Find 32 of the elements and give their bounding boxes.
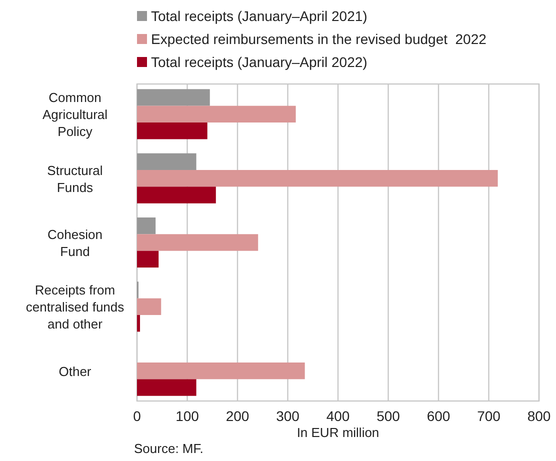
bar <box>137 170 498 187</box>
x-tick-label: 300 <box>276 408 300 424</box>
y-tick-label: Structural Funds <box>47 162 103 195</box>
x-tick-label: 500 <box>376 408 400 424</box>
bar <box>137 379 196 396</box>
x-axis-title: In EUR million <box>296 425 380 440</box>
bar <box>137 106 296 122</box>
x-tick-label: 400 <box>326 408 350 424</box>
bar <box>137 234 258 251</box>
x-tick-label: 700 <box>477 408 501 424</box>
x-tick-label: 200 <box>226 408 250 424</box>
bar <box>137 153 196 170</box>
legend-label: Total receipts (January–April 2021) <box>151 8 368 24</box>
y-tick-label: Receipts from centralised funds and other <box>26 282 125 332</box>
legend-label: Expected reimbursements in the revised budget 2022 <box>151 31 487 47</box>
bar <box>137 186 216 204</box>
y-tick-label: Common Agricultural Policy <box>42 90 108 140</box>
bar <box>137 298 162 316</box>
x-tick-label: 0 <box>133 408 142 424</box>
x-tick-label: 800 <box>527 408 551 424</box>
y-tick-label: Cohesion Fund <box>48 227 102 259</box>
bar <box>137 217 156 234</box>
legend-label: Total receipts (January–April 2022) <box>151 54 368 70</box>
y-tick-label: Other <box>58 364 92 379</box>
bar <box>137 315 140 332</box>
source-note: Source: MF. <box>134 441 204 456</box>
bar <box>137 122 208 140</box>
bar <box>137 89 210 106</box>
x-tick-label: 100 <box>176 408 200 424</box>
x-tick-label: 600 <box>426 408 450 424</box>
bar <box>137 250 159 268</box>
bar <box>137 362 305 380</box>
